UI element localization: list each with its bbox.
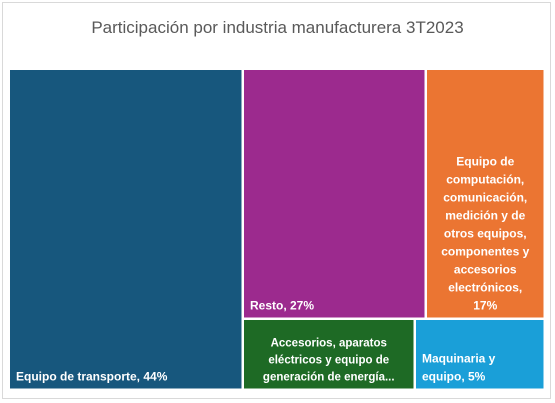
treemap-label-line: Maquinaria y <box>422 352 496 366</box>
treemap-cell-maquinaria-y-equipo: Maquinaria y equipo, 5% <box>416 320 544 389</box>
treemap-cell-equipo-de-computacion-comunicacion-medic: Equipo de computación, comunicación, medici… <box>427 70 544 318</box>
treemap-cell-accesorios-aparatos-electricos-y-equipo-: Accesorios, aparatos eléctricos y equipo … <box>244 320 414 389</box>
chart-title: Participación por industria manufacturer… <box>91 18 464 37</box>
treemap-label-line: Equipo de <box>456 155 514 169</box>
treemap-label-line: medición y de <box>445 209 525 223</box>
treemap-label-line: eléctricos y equipo de <box>268 355 389 367</box>
treemap-cell-resto: Resto, 27% <box>244 70 425 318</box>
treemap-label-line: generación de energía... <box>263 372 395 384</box>
treemap-cell-equipo-de-transporte: Equipo de transporte, 44% <box>10 70 242 389</box>
treemap-label-resto: Resto, 27% <box>250 299 314 313</box>
treemap-label-line: equipo, 5% <box>422 370 486 384</box>
treemap-label-line: Equipo de transporte, 44% <box>16 370 168 384</box>
treemap-label-line: electrónicos, <box>448 281 522 295</box>
treemap-label-maquinaria-y-equipo: Maquinaria y equipo, 5% <box>422 352 496 384</box>
treemap-rect-equipo-de-transporte <box>10 70 242 389</box>
treemap-rect-accesorios-aparatos-electricos-y-equipo- <box>244 320 414 389</box>
treemap-label-accesorios-aparatos-electricos-y-equipo-: Accesorios, aparatos eléctricos y equipo … <box>263 338 395 384</box>
treemap-label-line: Accesorios, aparatos <box>271 338 387 350</box>
treemap-label-equipo-de-computacion-comunicacion-medic: Equipo de computación, comunicación, medici… <box>441 155 529 313</box>
treemap-label-line: comunicación, <box>443 191 527 205</box>
treemap-label-line: Resto, 27% <box>250 299 314 313</box>
treemap-label-line: componentes y <box>441 245 529 259</box>
treemap-rect-resto <box>244 70 425 318</box>
treemap-rect-equipo-de-computacion-comunicacion-medic <box>427 70 544 318</box>
treemap-label-line: 17% <box>473 299 497 313</box>
treemap-label-line: accesorios <box>454 263 517 277</box>
treemap-label-equipo-de-transporte: Equipo de transporte, 44% <box>16 370 168 384</box>
treemap-label-line: computación, <box>446 173 524 187</box>
treemap-label-line: otros equipos, <box>444 227 527 241</box>
treemap-rect-maquinaria-y-equipo <box>416 320 544 389</box>
